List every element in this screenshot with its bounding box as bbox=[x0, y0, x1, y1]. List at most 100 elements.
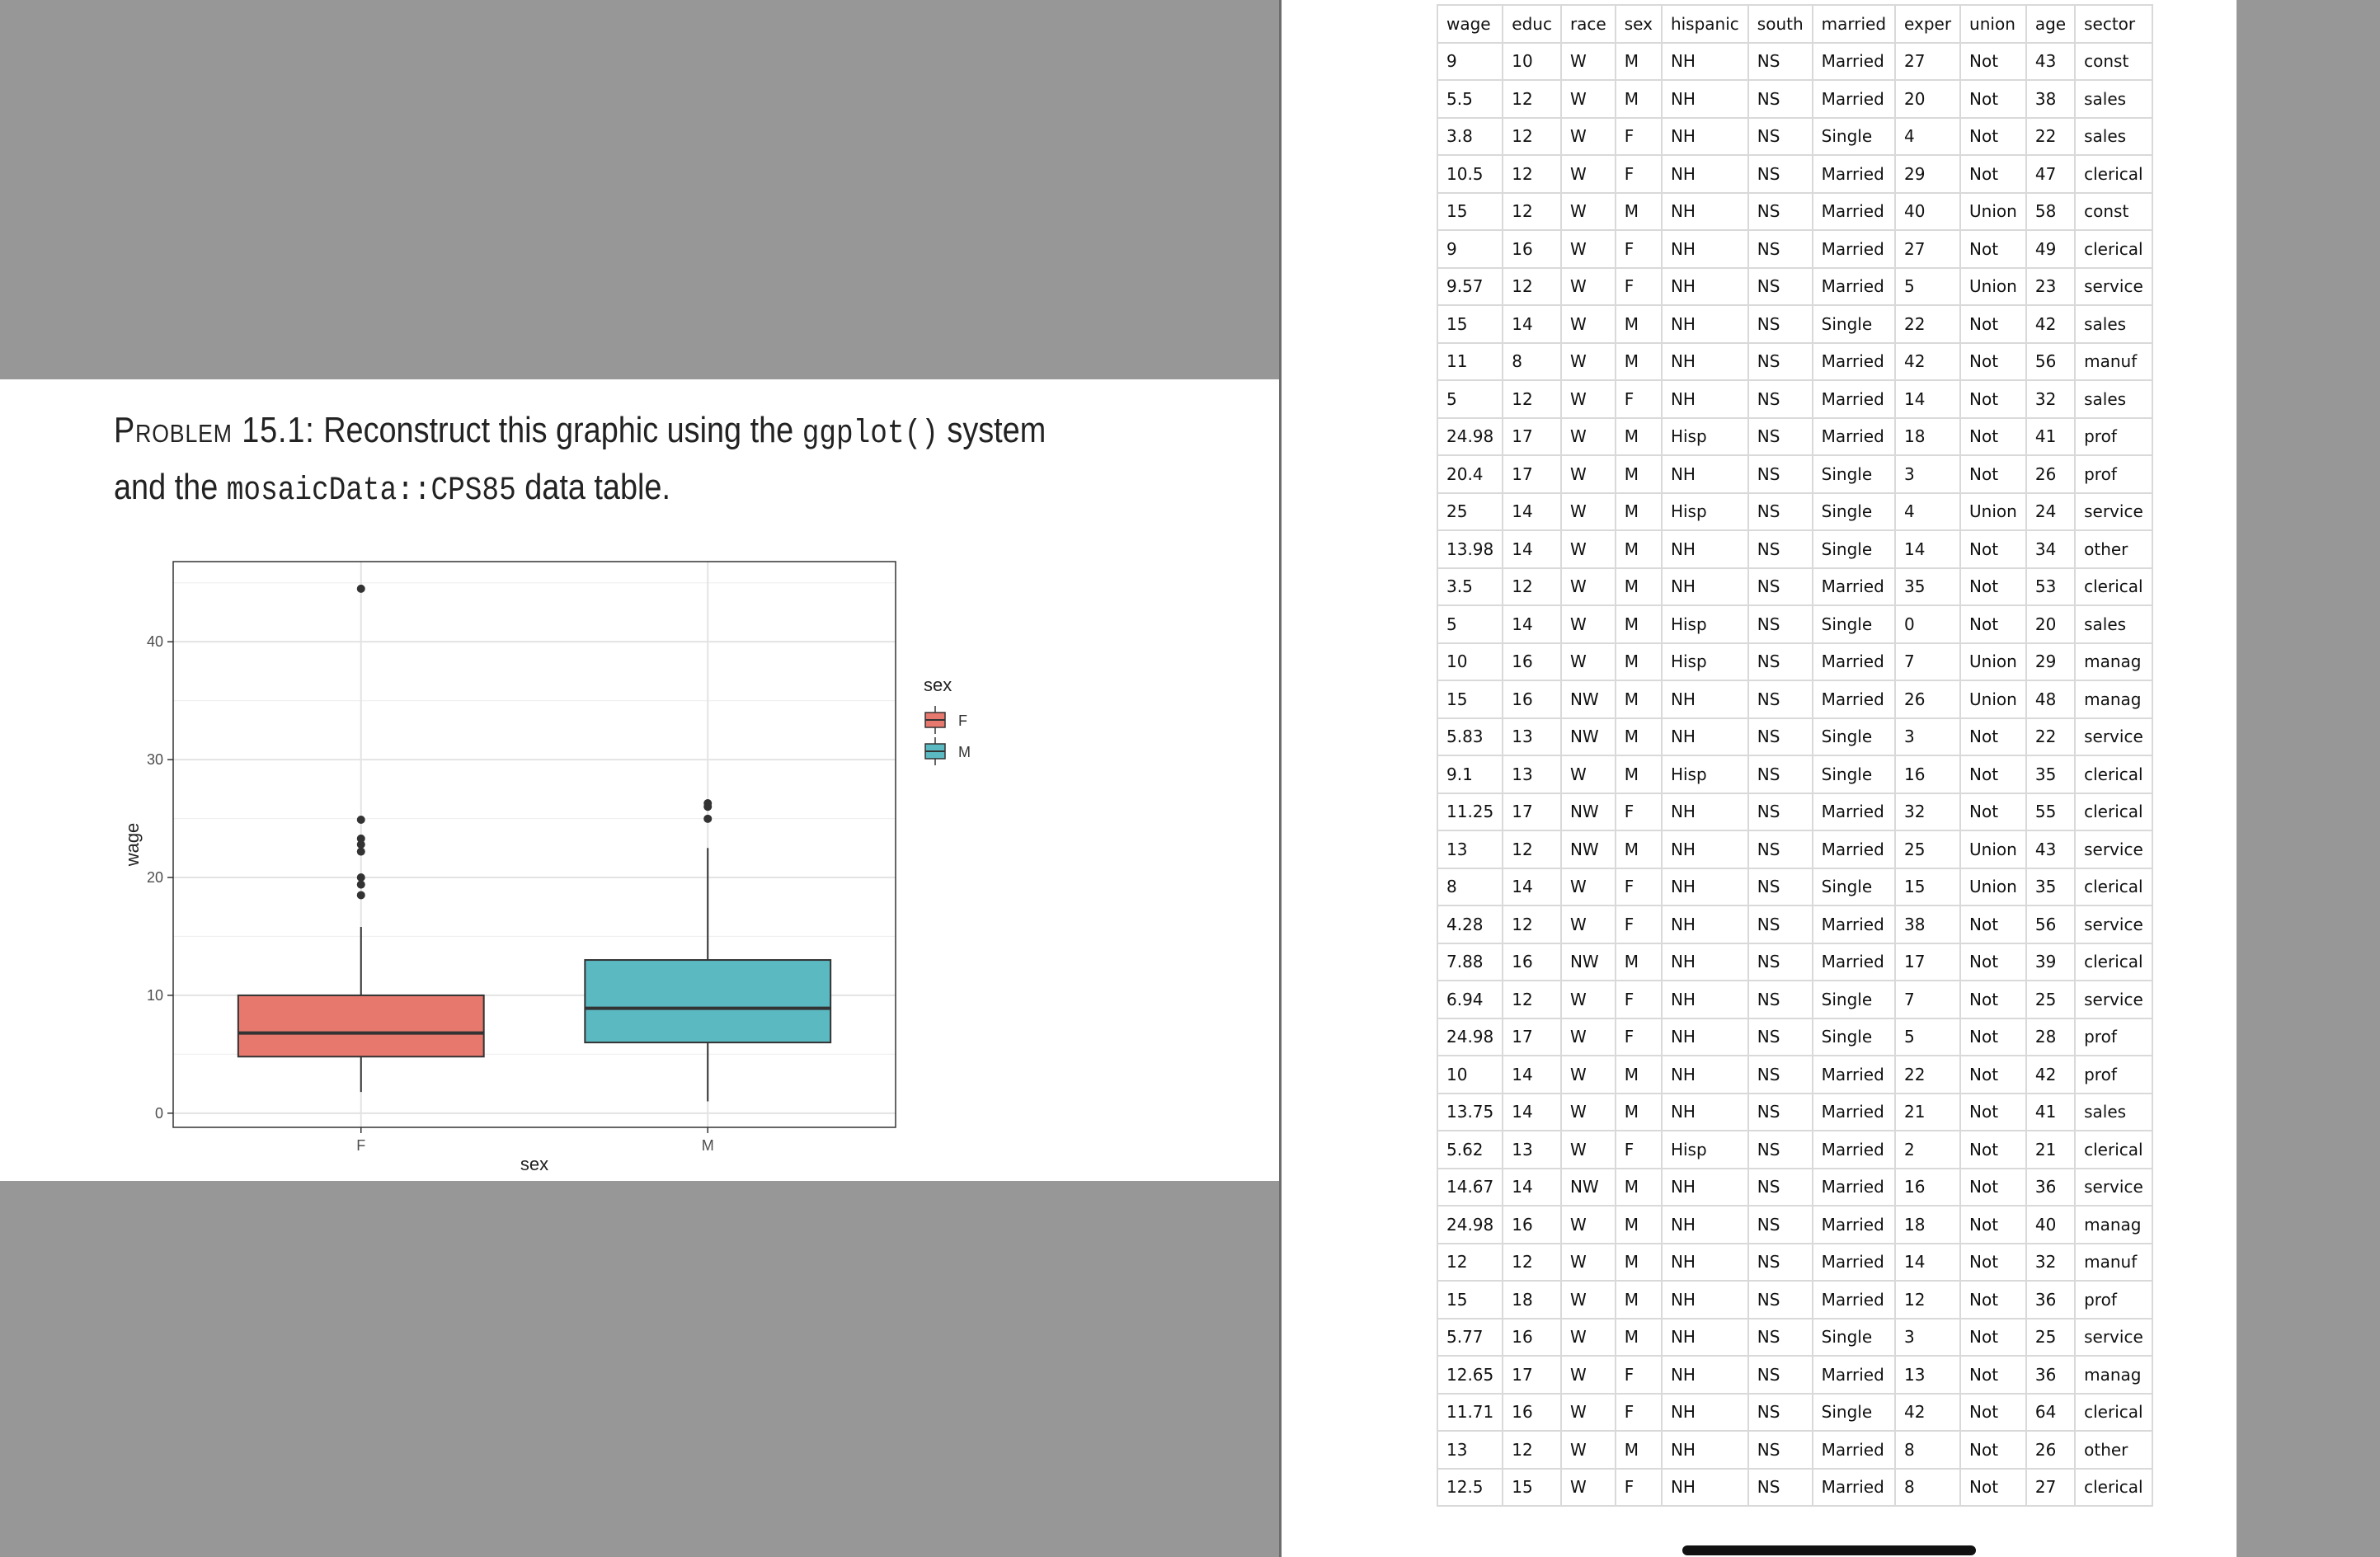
table-cell: 14 bbox=[1502, 604, 1562, 644]
y-tick-label: 0 bbox=[155, 1105, 163, 1122]
table-cell: W bbox=[1559, 492, 1616, 531]
outlier-point bbox=[356, 873, 365, 882]
table-cell: W bbox=[1559, 341, 1616, 381]
plot-panel bbox=[172, 561, 896, 1128]
table-cell: 12.5 bbox=[1436, 1467, 1504, 1507]
table-cell: NH bbox=[1660, 379, 1749, 419]
table-cell: NH bbox=[1660, 154, 1749, 194]
table-cell: Married bbox=[1811, 1242, 1897, 1282]
table-cell: 12 bbox=[1502, 980, 1562, 1019]
table-cell: clerical bbox=[2074, 942, 2153, 981]
table-cell: 15 bbox=[1436, 1280, 1504, 1319]
table-cell: 5.62 bbox=[1436, 1130, 1504, 1169]
legend-label: M bbox=[958, 744, 971, 760]
table-cell: F bbox=[1614, 379, 1663, 419]
table-cell: W bbox=[1559, 567, 1616, 606]
table-cell: Married bbox=[1811, 1205, 1897, 1244]
table-cell: NH bbox=[1660, 529, 1749, 569]
table-cell: 14 bbox=[1502, 529, 1562, 569]
table-cell: NH bbox=[1660, 41, 1749, 81]
table-cell: 35 bbox=[1894, 567, 1962, 606]
table-cell: 16 bbox=[1502, 942, 1562, 981]
table-cell: 9 bbox=[1436, 41, 1504, 81]
table-cell: 12 bbox=[1502, 905, 1562, 944]
table-cell: service bbox=[2074, 492, 2153, 531]
table-cell: Single bbox=[1811, 867, 1897, 906]
table-cell: W bbox=[1559, 755, 1616, 794]
table-cell: F bbox=[1614, 905, 1663, 944]
table-cell: Not bbox=[1959, 942, 2027, 981]
table-cell: 15 bbox=[1436, 680, 1504, 719]
table-cell: prof bbox=[2074, 1017, 2153, 1056]
table-cell: NS bbox=[1747, 1092, 1813, 1131]
y-tick-label: 10 bbox=[147, 987, 163, 1004]
table-row: 5 12 W F NH NS Married 14 Not 32 sales bbox=[1436, 379, 2153, 419]
table-cell: clerical bbox=[2074, 154, 2153, 194]
table-cell: sales bbox=[2074, 116, 2153, 156]
table-cell: sales bbox=[2074, 304, 2153, 344]
table-cell: 12 bbox=[1436, 1242, 1504, 1282]
table-cell: sales bbox=[2074, 1092, 2153, 1131]
problem-statement: Problem 15.1: Reconstruct this graphic u… bbox=[114, 404, 1064, 518]
table-cell: clerical bbox=[2074, 867, 2153, 906]
table-cell: Married bbox=[1811, 229, 1897, 269]
table-cell: clerical bbox=[2074, 1130, 2153, 1169]
table-cell: W bbox=[1559, 1317, 1616, 1357]
y-tick-label: 20 bbox=[147, 869, 163, 886]
table-cell: W bbox=[1559, 1205, 1616, 1244]
table-cell: 14 bbox=[1894, 1242, 1962, 1282]
table-cell: W bbox=[1559, 604, 1616, 644]
table-cell: 17 bbox=[1894, 942, 1962, 981]
table-cell: 17 bbox=[1502, 1355, 1562, 1395]
table-row: 25 14 W M Hisp NS Single 4 Union 24 service bbox=[1436, 492, 2153, 531]
table-cell: const bbox=[2074, 41, 2153, 81]
x-tick-label: M bbox=[702, 1137, 714, 1154]
table-cell: M bbox=[1614, 1167, 1663, 1207]
data-table-viewer: wage educ race sex hispanic south married exper… bbox=[1436, 4, 2153, 1507]
column-header: hispanic bbox=[1660, 4, 1749, 44]
table-cell: 16 bbox=[1502, 1392, 1562, 1432]
table-cell: 15 bbox=[1436, 191, 1504, 231]
table-cell: 12 bbox=[1502, 830, 1562, 869]
table-row: 10 14 W M NH NS Married 22 Not 42 prof bbox=[1436, 1055, 2153, 1094]
table-cell: prof bbox=[2074, 1055, 2153, 1094]
table-cell: M bbox=[1614, 942, 1663, 981]
table-cell: M bbox=[1614, 41, 1663, 81]
table-cell: W bbox=[1559, 529, 1616, 569]
table-cell: Married bbox=[1811, 830, 1897, 869]
table-cell: W bbox=[1559, 266, 1616, 306]
table-cell: 5.83 bbox=[1436, 717, 1504, 756]
table-row: 10.5 12 W F NH NS Married 29 Not 47 clerical bbox=[1436, 154, 2153, 194]
split-divider[interactable] bbox=[1279, 0, 1282, 1557]
table-cell: 13.98 bbox=[1436, 529, 1504, 569]
table-cell: 13 bbox=[1502, 1130, 1562, 1169]
table-cell: F bbox=[1614, 1017, 1663, 1056]
table-cell: 9 bbox=[1436, 229, 1504, 269]
table-cell: W bbox=[1559, 1280, 1616, 1319]
table-cell: 35 bbox=[2025, 755, 2077, 794]
table-cell: Not bbox=[1959, 1130, 2027, 1169]
table-cell: 4.28 bbox=[1436, 905, 1504, 944]
table-cell: 7 bbox=[1894, 642, 1962, 681]
table-cell: NS bbox=[1747, 642, 1813, 681]
table-cell: Not bbox=[1959, 1467, 2027, 1507]
table-cell: 8 bbox=[1894, 1467, 1962, 1507]
table-cell: W bbox=[1559, 379, 1616, 419]
table-cell: NH bbox=[1660, 1280, 1749, 1319]
table-cell: NS bbox=[1747, 1205, 1813, 1244]
table-cell: service bbox=[2074, 717, 2153, 756]
table-cell: Not bbox=[1959, 229, 2027, 269]
table-row: 11.25 17 NW F NH NS Married 32 Not 55 clerical bbox=[1436, 792, 2153, 831]
table-cell: M bbox=[1614, 1055, 1663, 1094]
table-cell: Not bbox=[1959, 567, 2027, 606]
table-cell: W bbox=[1559, 1392, 1616, 1432]
table-cell: W bbox=[1559, 116, 1616, 156]
table-cell: Not bbox=[1959, 41, 2027, 81]
table-cell: Married bbox=[1811, 567, 1897, 606]
table-cell: 22 bbox=[2025, 116, 2077, 156]
table-cell: F bbox=[1614, 1392, 1663, 1432]
table-cell: 22 bbox=[1894, 1055, 1962, 1094]
table-cell: M bbox=[1614, 1242, 1663, 1282]
scrollbar-thumb[interactable] bbox=[1682, 1545, 1976, 1555]
